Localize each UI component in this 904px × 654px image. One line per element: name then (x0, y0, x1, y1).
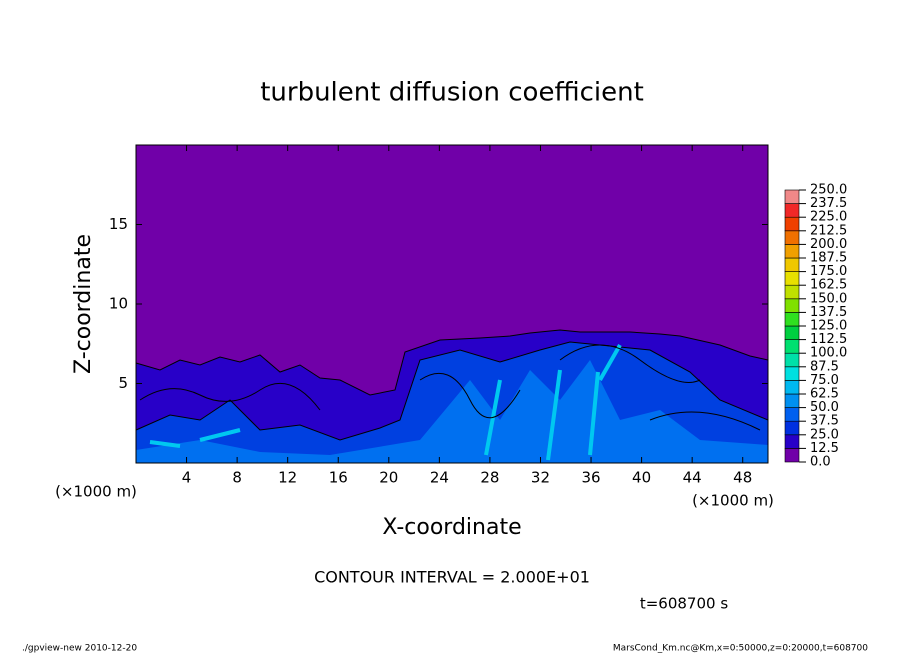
y-tick-label: 10 (109, 295, 128, 313)
colorbar-label: 0.0 (810, 455, 831, 470)
colorbar-label: 150.0 (810, 291, 847, 306)
x-tick-label: 28 (480, 469, 499, 487)
colorbar-label: 250.0 (810, 183, 847, 198)
colorbar-segment (784, 284, 800, 300)
colorbar-segment (784, 434, 800, 449)
colorbar-segment (784, 407, 800, 422)
colorbar-label: 225.0 (810, 210, 847, 225)
colorbar-label: 137.5 (810, 305, 847, 320)
colorbar-label: 12.5 (810, 441, 839, 456)
x-tick-label: 8 (232, 469, 242, 487)
colorbar-segment (784, 380, 800, 395)
field (135, 145, 769, 464)
x-tick-label: 20 (379, 469, 398, 487)
colorbar-segment (784, 271, 800, 286)
x-unit: (×1000 m) (692, 492, 774, 510)
colorbar-label: 112.5 (810, 332, 847, 347)
colorbar-segment (784, 339, 800, 354)
colorbar-label: 87.5 (810, 359, 839, 374)
x-tick-label: 24 (430, 469, 449, 487)
colorbar-segment (784, 298, 800, 313)
colorbar-label: 187.5 (810, 251, 847, 266)
x-tick-label: 36 (581, 469, 600, 487)
chart-title: turbulent diffusion coefficient (260, 78, 644, 108)
colorbar-label: 62.5 (810, 387, 839, 402)
y-unit: (×1000 m) (55, 483, 137, 501)
x-axis-label: X-coordinate (382, 515, 521, 540)
colorbar-segment (784, 448, 800, 463)
y-tick-label: 5 (118, 374, 128, 392)
colorbar-label: 237.5 (810, 196, 847, 211)
x-tick-label: 12 (278, 469, 297, 487)
colorbar-label: 37.5 (810, 414, 839, 429)
time-label: t=608700 s (640, 595, 728, 613)
x-tick-label: 44 (683, 469, 702, 487)
contour-line (139, 344, 761, 431)
colorbar-segment (784, 244, 800, 259)
colorbar-segment (784, 352, 800, 368)
colorbar-segment (784, 325, 800, 340)
colorbar-segment (784, 230, 800, 245)
x-tick-label: 32 (531, 469, 550, 487)
colorbar-label: 200.0 (810, 237, 847, 252)
x-tick-label: 40 (632, 469, 651, 487)
colorbar-segment (784, 312, 800, 327)
x-tick-label: 4 (182, 469, 192, 487)
colorbar-label: 25.0 (810, 427, 839, 442)
contour-interval: CONTOUR INTERVAL = 2.000E+01 (314, 568, 590, 587)
colorbar-label: 162.5 (810, 278, 847, 293)
colorbar-segment (784, 216, 800, 232)
footer-right: MarsCond_Km.nc@Km,x=0:50000,z=0:20000,t=… (613, 644, 868, 654)
colorbar-segment (784, 189, 800, 204)
colorbar-segment (784, 420, 800, 436)
field-region (136, 360, 768, 463)
colorbar-label: 50.0 (810, 400, 839, 415)
y-tick-label: 15 (109, 215, 128, 233)
y-axis-label: Z-coordinate (71, 234, 96, 374)
colorbar-segment (784, 393, 800, 408)
footer-left: ./gpview-new 2010-12-20 (22, 644, 137, 654)
colorbar-label: 175.0 (810, 264, 847, 279)
x-tick-label: 48 (733, 469, 752, 487)
colorbar-label: 212.5 (810, 223, 847, 238)
colorbar-segment (784, 203, 800, 218)
colorbar-label: 125.0 (810, 319, 847, 334)
colorbar-label: 100.0 (810, 346, 847, 361)
colorbar-label: 75.0 (810, 373, 839, 388)
colorbar-segment (784, 366, 800, 381)
colorbar-segment (784, 257, 800, 272)
x-tick-label: 16 (329, 469, 348, 487)
